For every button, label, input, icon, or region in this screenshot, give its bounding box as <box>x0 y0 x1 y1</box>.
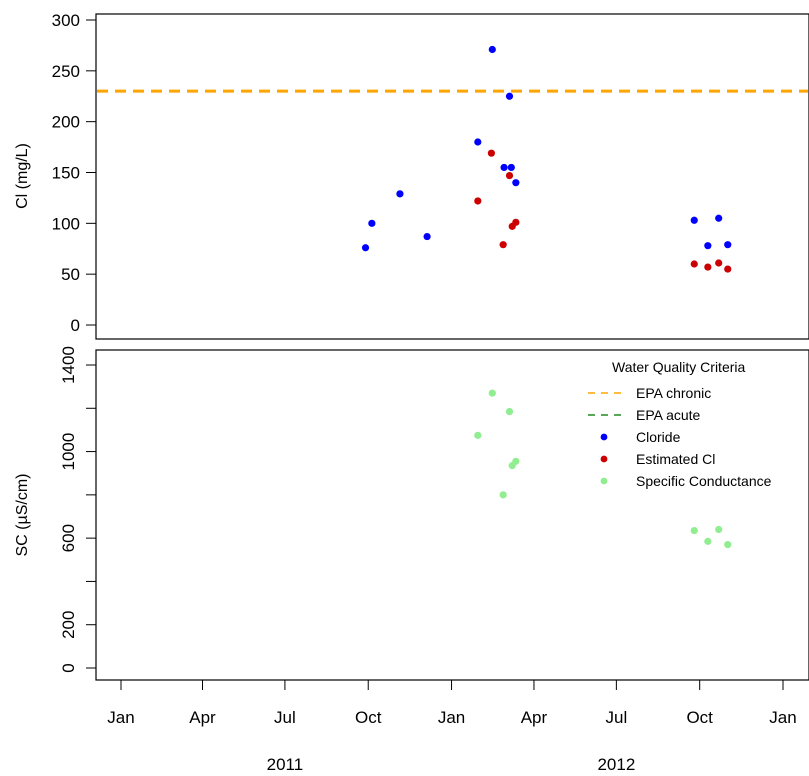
estimated-cl-point <box>474 197 482 205</box>
estimated-cl-point <box>505 171 514 180</box>
cloride-point <box>474 138 482 146</box>
specific-conductance-legend-label: Specific Conductance <box>636 473 772 489</box>
year-label: 2012 <box>597 755 635 774</box>
year-label: 2011 <box>267 755 304 774</box>
cloride-point <box>423 232 431 241</box>
estimated-cl-point <box>690 260 698 268</box>
chloride-y-axis: 0 50 100 150 200 250 300 <box>52 11 96 335</box>
estimated-cl-point <box>704 263 712 271</box>
x-tick-label: Oct <box>355 708 382 727</box>
legend-title: Water Quality Criteria <box>612 359 746 375</box>
estimated-cl-legend-label: Estimated Cl <box>636 451 715 467</box>
chloride-y-tick-label: 100 <box>52 214 80 233</box>
cloride-point <box>368 219 376 227</box>
estimated-cl-point <box>512 218 520 226</box>
estimated-cl-point <box>715 259 723 267</box>
specific-conductance-point <box>704 537 712 545</box>
specific-conductance-point <box>715 525 723 534</box>
estimated-cl-point <box>724 265 732 273</box>
cloride-point <box>690 216 698 224</box>
chloride-y-axis-title: Cl (mg/L) <box>14 143 31 209</box>
date-x-axis: Jan Apr Jul Oct Jan Apr Jul Oct Jan 2011 2012 <box>107 680 797 774</box>
epa-chronic-legend-label: EPA chronic <box>636 385 711 401</box>
chloride-y-tick-label: 0 <box>71 316 80 335</box>
chloride-panel: 0 50 100 150 200 250 300 Cl (mg/L) <box>14 11 809 340</box>
x-tick-label: Jan <box>438 708 465 727</box>
conductance-y-tick-label: 1000 <box>59 433 78 471</box>
estimated-cl-point <box>499 241 507 249</box>
specific-conductance-point <box>499 491 507 499</box>
x-tick-label: Jul <box>274 708 296 727</box>
conductance-y-axis: 0 200 600 1000 1400 <box>59 346 96 673</box>
legend: Water Quality Criteria EPA chronic EPA ac… <box>588 359 772 489</box>
chloride-y-tick-label: 50 <box>61 265 80 284</box>
estimated-cl-point <box>487 149 495 157</box>
x-tick-label: Jul <box>606 708 628 727</box>
cloride-point <box>505 92 514 100</box>
conductance-y-tick-label: 600 <box>59 524 78 552</box>
cloride-point <box>512 179 520 187</box>
cloride-point <box>724 241 732 249</box>
x-tick-label: Apr <box>521 708 548 727</box>
chloride-y-tick-label: 200 <box>52 113 80 132</box>
cloride-point <box>715 214 723 222</box>
conductance-y-axis-title: SC (µS/cm) <box>14 474 31 557</box>
chloride-plot-frame <box>95 13 809 340</box>
specific-conductance-point <box>505 407 514 416</box>
conductance-y-tick-label: 1400 <box>59 346 78 384</box>
chloride-y-tick-label: 250 <box>52 62 80 81</box>
cloride-point <box>704 242 712 250</box>
chloride-y-tick-label: 300 <box>52 11 80 30</box>
cloride-legend-label: Cloride <box>636 429 681 445</box>
specific-conductance-point <box>512 457 520 465</box>
conductance-y-tick-label: 200 <box>59 611 78 639</box>
cloride-point <box>500 163 508 172</box>
cloride-point <box>361 244 370 252</box>
conductance-points <box>474 389 732 549</box>
x-tick-label: Apr <box>189 708 216 727</box>
epa-acute-legend-label: EPA acute <box>636 407 701 423</box>
x-tick-label: Jan <box>107 708 134 727</box>
specific-conductance-point <box>690 526 698 535</box>
specific-conductance-point <box>488 389 496 397</box>
specific-conductance-point <box>724 541 732 549</box>
x-tick-label: Jan <box>769 708 796 727</box>
estimated-cl-legend-swatch <box>600 455 608 463</box>
chloride-y-tick-label: 150 <box>52 164 80 183</box>
x-tick-label: Oct <box>686 708 713 727</box>
specific-conductance-point <box>474 431 482 439</box>
cloride-point <box>396 190 404 198</box>
conductance-y-tick-label: 0 <box>59 663 78 672</box>
cloride-legend-swatch <box>600 433 608 441</box>
cloride-point <box>488 45 496 54</box>
conductance-plot-frame <box>95 349 809 681</box>
cloride-point <box>507 163 515 172</box>
specific-conductance-legend-swatch <box>600 477 608 485</box>
chloride-points <box>361 45 732 273</box>
